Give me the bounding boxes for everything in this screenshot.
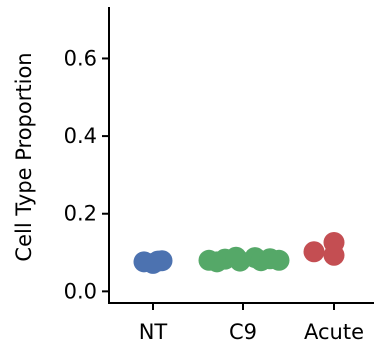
y-tick-label: 0.0	[64, 279, 97, 303]
x-axis-ticks: NT C9 Acute	[139, 303, 364, 344]
y-axis-ticks: 0.0 0.2 0.4 0.6	[64, 46, 109, 303]
data-point-nt	[147, 250, 169, 272]
y-tick-label: 0.4	[64, 124, 97, 148]
x-tick-label: Acute	[304, 320, 364, 344]
data-points	[133, 231, 345, 274]
x-tick-label: NT	[139, 320, 168, 344]
data-point-acute	[323, 244, 345, 266]
data-point-acute	[303, 241, 325, 263]
x-tick-label: C9	[229, 320, 257, 344]
data-point-c9	[268, 249, 290, 271]
y-tick-label: 0.6	[64, 46, 97, 70]
y-axis-title: Cell Type Proportion	[12, 52, 36, 261]
y-tick-label: 0.2	[64, 202, 97, 226]
